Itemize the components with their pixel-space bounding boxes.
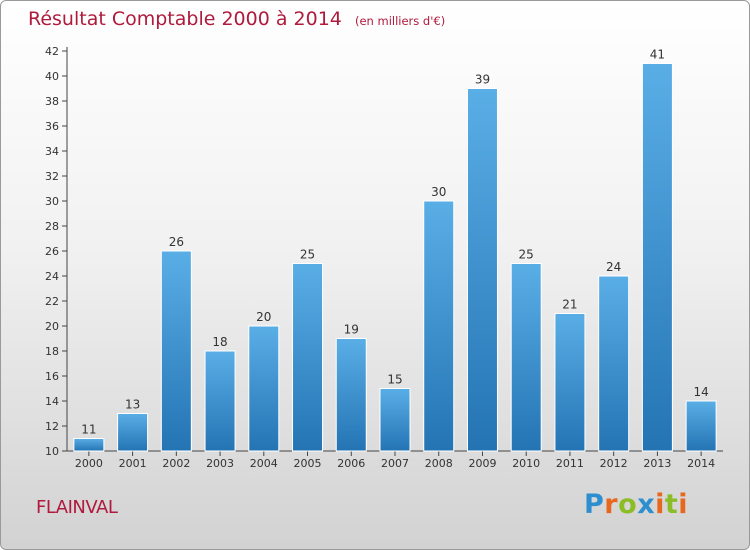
y-tick-label: 10	[45, 445, 59, 458]
x-tick-label: 2006	[337, 457, 365, 470]
y-tick-label: 22	[45, 295, 59, 308]
bar-value-label: 19	[344, 323, 359, 337]
x-tick-label: 2004	[250, 457, 278, 470]
y-tick-label: 18	[45, 345, 59, 358]
x-tick-label: 2007	[381, 457, 409, 470]
chart-unit-text: (en milliers d'€)	[354, 14, 446, 28]
bar-value-label: 13	[125, 398, 140, 412]
y-tick-label: 24	[45, 270, 59, 283]
bar	[73, 438, 105, 452]
bar-value-label: 39	[475, 73, 490, 87]
x-tick-label: 2010	[512, 457, 540, 470]
bar	[117, 413, 149, 452]
x-tick-label: 2005	[294, 457, 322, 470]
y-tick-label: 42	[45, 45, 59, 58]
y-tick-label: 26	[45, 245, 59, 258]
y-tick-label: 34	[45, 145, 59, 158]
bar-value-label: 15	[387, 373, 402, 387]
y-tick-label: 40	[45, 70, 59, 83]
logo-letter: x	[637, 489, 656, 520]
y-tick-label: 28	[45, 220, 59, 233]
bar	[685, 400, 717, 452]
x-tick-label: 2011	[556, 457, 584, 470]
bar-value-label: 26	[169, 235, 184, 249]
bar-value-label: 18	[212, 335, 227, 349]
chart-title-text: Résultat Comptable 2000 à 2014	[28, 8, 342, 30]
bar	[335, 338, 367, 452]
proxiti-logo: Proxiti	[584, 489, 688, 520]
y-tick-label: 14	[45, 395, 59, 408]
bar	[292, 263, 324, 452]
bar	[641, 63, 673, 452]
bar-value-label: 30	[431, 185, 446, 199]
bar	[160, 250, 192, 452]
x-tick-label: 2001	[119, 457, 147, 470]
chart-title: Résultat Comptable 2000 à 2014 (en milli…	[28, 8, 445, 30]
logo-letter: r	[604, 489, 619, 520]
y-tick-label: 12	[45, 420, 59, 433]
x-tick-label: 2002	[162, 457, 190, 470]
logo-letter: P	[584, 489, 605, 520]
y-tick-label: 38	[45, 95, 59, 108]
bar	[379, 388, 411, 452]
x-tick-label: 2009	[468, 457, 496, 470]
bar-value-label: 41	[650, 48, 665, 62]
bar	[598, 275, 630, 452]
y-tick-label: 20	[45, 320, 59, 333]
bar	[510, 263, 542, 452]
bar-value-label: 11	[81, 423, 96, 437]
bar	[423, 200, 455, 452]
x-tick-label: 2003	[206, 457, 234, 470]
bar	[466, 88, 498, 452]
x-tick-label: 2000	[75, 457, 103, 470]
y-tick-label: 16	[45, 370, 59, 383]
bar	[554, 313, 586, 452]
x-tick-label: 2008	[425, 457, 453, 470]
x-tick-label: 2014	[687, 457, 715, 470]
commune-name: FLAINVAL	[36, 497, 118, 518]
bar-value-label: 14	[693, 385, 708, 399]
bar	[204, 350, 236, 452]
x-tick-label: 2012	[600, 457, 628, 470]
bar	[248, 325, 280, 452]
logo-letter: i	[655, 489, 665, 520]
logo-letter: o	[618, 489, 638, 520]
logo-letter: i	[678, 489, 689, 520]
x-tick-label: 2013	[643, 457, 671, 470]
y-tick-label: 32	[45, 170, 59, 183]
bar-value-label: 25	[300, 248, 315, 262]
bar-value-label: 21	[562, 298, 577, 312]
logo-letter: t	[664, 489, 679, 520]
y-tick-label: 36	[45, 120, 59, 133]
bar-value-label: 25	[519, 248, 534, 262]
bar-value-label: 20	[256, 310, 271, 324]
bar-value-label: 24	[606, 260, 621, 274]
y-tick-label: 30	[45, 195, 59, 208]
